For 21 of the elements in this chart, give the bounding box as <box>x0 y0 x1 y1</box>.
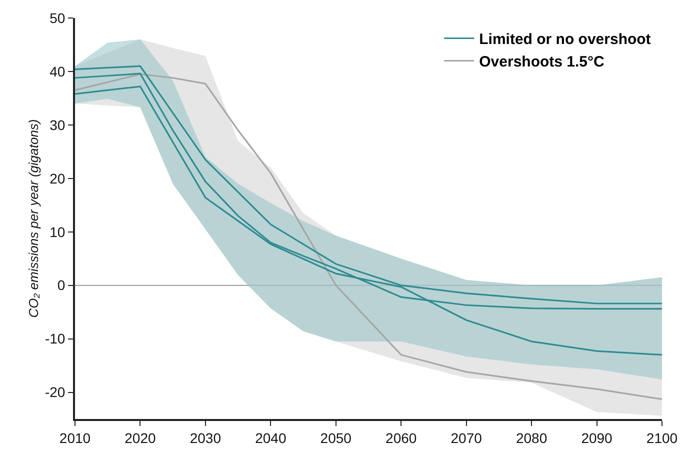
y-tick-label: -20 <box>44 384 66 400</box>
x-tick-label: 2050 <box>320 430 352 446</box>
y-tick-label: 50 <box>50 10 66 26</box>
x-tick-label: 2030 <box>190 430 222 446</box>
x-tick-label: 2100 <box>646 430 678 446</box>
legend-label: Overshoots 1.5°C <box>479 54 605 71</box>
legend-label: Limited or no overshoot <box>479 31 651 48</box>
y-tick-label: 30 <box>50 116 66 133</box>
x-tick-label: 2060 <box>386 430 417 446</box>
x-tick-label: 2070 <box>450 430 482 446</box>
x-tick-label: 2090 <box>581 430 613 446</box>
y-tick-label: 0 <box>57 277 66 294</box>
x-tick-label: 2040 <box>255 430 286 446</box>
y-axis-title: CO₂ emissions per year (gigatons) <box>26 119 41 318</box>
y-tick-label: -10 <box>44 330 66 347</box>
y-tick-label: 20 <box>50 170 66 186</box>
x-tick-label: 2080 <box>516 430 548 446</box>
y-tick-label: 10 <box>50 224 66 240</box>
y-tick-label: 40 <box>50 63 66 80</box>
x-tick-label: 2020 <box>124 430 156 446</box>
x-tick-label: 2010 <box>59 430 91 446</box>
